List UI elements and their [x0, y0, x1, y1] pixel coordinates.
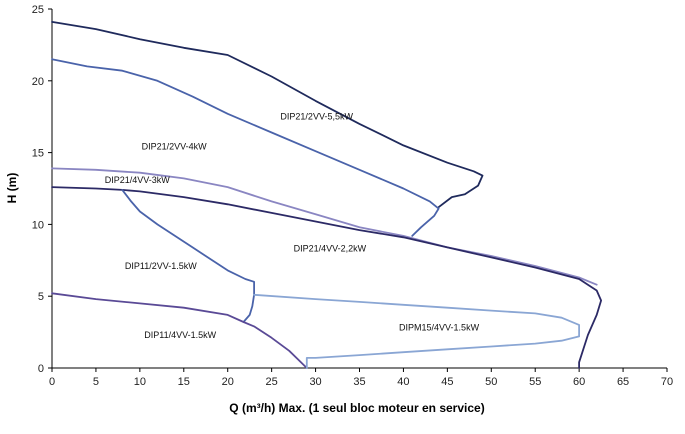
y-tick-label: 15: [32, 148, 44, 160]
x-tick-label: 55: [529, 376, 541, 388]
x-tick-label: 35: [353, 376, 365, 388]
series-lines: [51, 21, 602, 369]
x-tick-label: 15: [178, 376, 190, 388]
curve-labels: DIP21/2VV-5,5kW DIP21/2VV-4kW DIP21/4VV-3k…: [105, 112, 480, 340]
x-tick-label: 5: [93, 376, 99, 388]
curve-label: DIP11/2VV-1.5kW: [125, 261, 197, 271]
curve-label: DIP21/4VV-3kW: [105, 175, 171, 185]
series-line: [51, 21, 484, 209]
series-line: [51, 167, 598, 286]
axes: [48, 8, 668, 372]
x-tick-label: 40: [397, 376, 409, 388]
series-line: [51, 186, 602, 369]
x-tick-label: 50: [485, 376, 497, 388]
y-tick-label: 10: [32, 219, 44, 231]
x-tick-label: 25: [266, 376, 278, 388]
curve-label: DIPM15/4VV-1.5kW: [399, 323, 480, 333]
tick-labels: 0 5 10 15 20 25 30 35 40 45 50 55 60 65 70 0 5 10 15 20 25: [32, 4, 673, 388]
y-tick-label: 0: [38, 363, 44, 375]
x-tick-label: 60: [573, 376, 585, 388]
curve-label: DIP21/2VV-5,5kW: [280, 112, 353, 122]
y-tick-label: 25: [32, 4, 44, 16]
series-line: [51, 292, 308, 369]
y-axis-title: H (m): [5, 173, 19, 204]
series-line: [121, 189, 255, 323]
x-tick-label: 70: [661, 376, 673, 388]
x-tick-label: 10: [134, 376, 146, 388]
x-axis-title: Q (m³/h) Max. (1 seul bloc moteur en ser…: [229, 401, 484, 415]
series-line: [253, 293, 580, 369]
x-tick-label: 20: [222, 376, 234, 388]
y-tick-label: 5: [38, 291, 44, 303]
x-tick-label: 45: [441, 376, 453, 388]
y-tick-label: 20: [32, 76, 44, 88]
curve-label: DIP11/4VV-1.5kW: [144, 330, 216, 340]
x-tick-label: 65: [617, 376, 629, 388]
curve-label: DIP21/4VV-2,2kW: [294, 244, 367, 254]
curve-label: DIP21/2VV-4kW: [142, 142, 208, 152]
x-tick-label: 0: [49, 376, 55, 388]
x-tick-label: 30: [309, 376, 321, 388]
series-line: [51, 58, 440, 237]
